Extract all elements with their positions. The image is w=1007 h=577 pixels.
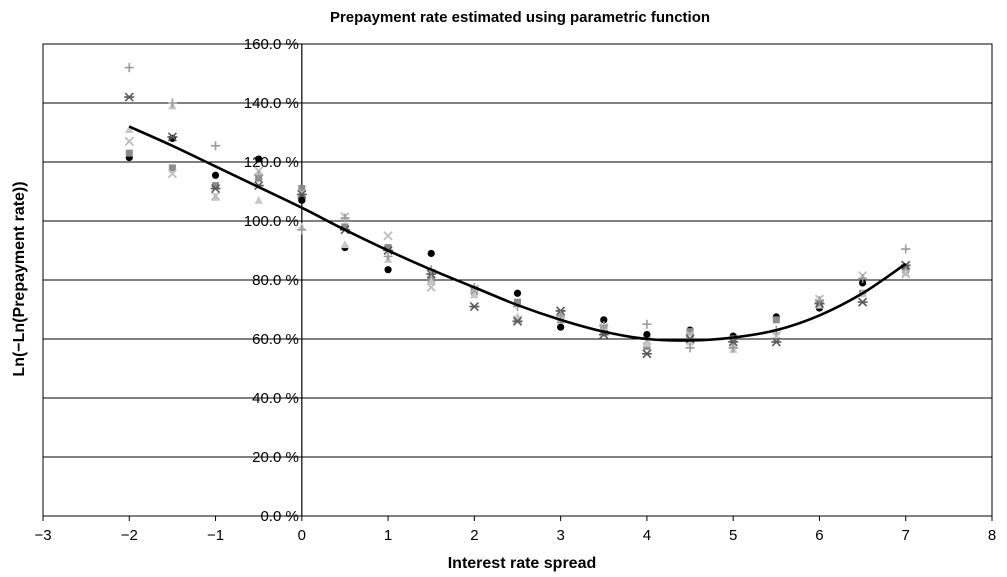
data-point xyxy=(772,316,780,324)
x-tick-label: 7 xyxy=(902,527,910,544)
data-point xyxy=(297,225,307,235)
data-point xyxy=(340,213,350,223)
data-point xyxy=(901,269,911,279)
fit-line-group xyxy=(128,125,907,342)
y-tick-label: 140.0 % xyxy=(244,95,299,112)
data-point xyxy=(728,337,739,347)
data-point xyxy=(211,141,221,151)
data-point xyxy=(383,251,393,261)
y-tick-label: 120.0 % xyxy=(244,154,299,171)
x-tick-label: −1 xyxy=(207,527,224,544)
data-point xyxy=(512,316,523,326)
y-tick-label: 80.0 % xyxy=(252,272,299,289)
data-point xyxy=(384,244,392,252)
data-point xyxy=(254,170,264,180)
gridlines xyxy=(43,102,992,458)
y-tick-label: 20.0 % xyxy=(252,449,299,466)
chart-title: Prepayment rate estimated using parametr… xyxy=(330,9,710,26)
data-series xyxy=(124,63,911,359)
data-point xyxy=(210,191,221,201)
data-point xyxy=(124,136,134,146)
x-tick-label: 2 xyxy=(470,527,478,544)
data-point xyxy=(513,289,522,297)
data-point xyxy=(296,189,307,200)
x-tick-label: 6 xyxy=(815,527,823,544)
data-point xyxy=(512,315,523,325)
x-tick-labels: −3 −2 −1 0 1 2 3 4 5 6 7 8 xyxy=(34,527,996,544)
data-point xyxy=(167,169,178,179)
x-tick-label: −3 xyxy=(34,527,51,544)
data-point xyxy=(211,171,220,179)
data-point xyxy=(686,328,694,336)
data-point xyxy=(167,98,177,108)
x-tick-label: 3 xyxy=(556,527,564,544)
data-point xyxy=(384,266,392,274)
data-point xyxy=(168,164,176,172)
y-tick-label: 0.0 % xyxy=(260,508,298,525)
data-point xyxy=(298,196,306,204)
y-tick-label: 100.0 % xyxy=(244,213,299,230)
data-point xyxy=(427,276,436,285)
data-point xyxy=(383,231,393,241)
data-point xyxy=(642,319,652,329)
data-point xyxy=(557,323,565,331)
data-point xyxy=(212,182,220,190)
data-point xyxy=(125,149,133,157)
data-point xyxy=(641,349,652,359)
x-tick-label: 8 xyxy=(988,527,996,544)
y-tick-label: 160.0 % xyxy=(244,36,299,53)
data-point xyxy=(643,330,651,339)
data-point xyxy=(901,244,911,254)
data-point xyxy=(124,63,134,73)
data-point xyxy=(729,335,737,343)
data-point xyxy=(124,92,135,102)
y-tick-label: 60.0 % xyxy=(252,331,299,348)
data-point xyxy=(297,188,307,198)
data-point xyxy=(857,297,868,307)
data-point xyxy=(814,296,824,306)
data-point xyxy=(469,301,480,312)
data-point xyxy=(167,132,178,142)
data-point xyxy=(600,316,608,324)
y-tick-label: 40.0 % xyxy=(252,390,299,407)
x-axis-label: Interest rate spread xyxy=(448,555,597,572)
data-point xyxy=(298,185,306,193)
data-point xyxy=(858,274,868,284)
y-tick-labels: 0.0 % 20.0 % 40.0 % 60.0 % 80.0 % 100.0 % 120.… xyxy=(244,36,299,525)
data-point xyxy=(685,343,695,353)
data-point xyxy=(771,337,782,347)
x-tick-label: 4 xyxy=(643,527,651,544)
data-point xyxy=(340,240,350,249)
data-point xyxy=(642,338,652,347)
x-tick-label: 5 xyxy=(729,527,737,544)
data-point xyxy=(341,223,349,231)
data-point xyxy=(427,249,435,258)
data-point xyxy=(470,290,479,299)
x-tick-label: 1 xyxy=(384,527,392,544)
x-tick-label: −2 xyxy=(121,527,138,544)
data-point xyxy=(426,282,436,293)
data-point xyxy=(556,310,566,320)
data-point xyxy=(255,155,263,163)
data-point xyxy=(125,125,134,134)
fit-line xyxy=(128,125,907,342)
data-point xyxy=(901,268,910,277)
axes xyxy=(42,43,993,521)
data-point xyxy=(254,195,263,204)
plot-border xyxy=(42,43,993,517)
data-point xyxy=(210,183,221,194)
x-tick-label: 0 xyxy=(298,527,306,544)
series-plus xyxy=(124,63,911,353)
y-axis-label: Ln(−Ln(Prepayment rate)) xyxy=(11,181,28,376)
data-point xyxy=(599,321,609,331)
data-point xyxy=(728,343,738,353)
